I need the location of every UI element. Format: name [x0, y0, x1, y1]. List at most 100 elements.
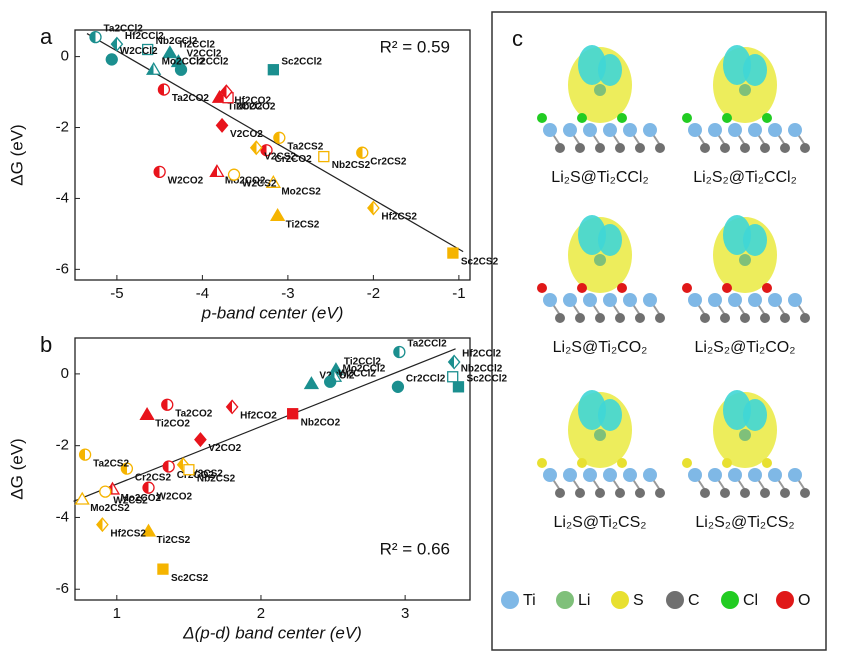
atom	[688, 468, 702, 482]
point-label: V2CO2	[230, 129, 263, 140]
atom	[688, 293, 702, 307]
atom	[740, 143, 750, 153]
point	[161, 398, 174, 411]
point-label: Sc2CS2	[171, 573, 209, 584]
atom	[594, 429, 606, 441]
point	[146, 61, 162, 75]
atom	[720, 143, 730, 153]
y-axis-title: ΔG (eV)	[7, 124, 26, 185]
atom	[577, 113, 587, 123]
y-tick-label: -2	[56, 437, 69, 454]
point-label: Ta2CS2	[287, 141, 323, 152]
point	[391, 380, 405, 393]
point-label: W2CO2	[168, 175, 204, 186]
point	[162, 45, 178, 59]
point-label: Ta2CO2	[175, 408, 212, 419]
y-tick-label: -4	[56, 508, 69, 525]
point-label: Nb2CO2	[236, 101, 276, 112]
atom	[595, 313, 605, 323]
legend-swatch	[776, 591, 794, 609]
caption: Li₂S₂@Ti₂CS₂	[695, 514, 794, 531]
atom	[583, 293, 597, 307]
point-label: Hf2CS2	[381, 212, 417, 223]
annotation: R² = 0.66	[380, 539, 450, 558]
legend-label: Cl	[743, 592, 758, 609]
x-axis-title: Δ(p-d) band center (eV)	[182, 623, 362, 642]
x-tick-label: 1	[113, 605, 121, 622]
point	[265, 175, 281, 188]
atom	[595, 488, 605, 498]
point-label: Ta2CCl2	[407, 339, 447, 350]
legend-label: Ti	[523, 592, 536, 609]
point-label: Cr2CCl2	[189, 56, 229, 67]
x-tick-label: 3	[401, 605, 409, 622]
legend-swatch	[721, 591, 739, 609]
x-tick-label: -5	[110, 285, 123, 302]
point	[74, 491, 90, 505]
atom	[575, 313, 585, 323]
atom	[635, 488, 645, 498]
point	[367, 200, 380, 216]
atom	[780, 488, 790, 498]
point	[227, 168, 241, 181]
point	[273, 131, 286, 144]
atom	[739, 254, 751, 266]
atom	[768, 123, 782, 137]
atom	[739, 429, 751, 441]
point-label: Ta2CS2	[93, 458, 129, 469]
atom	[655, 143, 665, 153]
atom	[762, 283, 772, 293]
point	[303, 376, 320, 390]
point-label: Cr2CO2	[177, 470, 215, 481]
atom	[643, 468, 657, 482]
x-tick-label: 2	[257, 605, 265, 622]
y-tick-label: -6	[56, 580, 69, 597]
point-label: Hf2CCl2	[462, 349, 501, 360]
caption: Li₂S@Ti₂CO₂	[553, 339, 648, 356]
atom	[768, 468, 782, 482]
point-label: V2CCl2	[186, 49, 221, 60]
atom	[623, 293, 637, 307]
point-label: Ti2CCl2	[344, 357, 381, 368]
atom	[800, 488, 810, 498]
panel-label: b	[40, 332, 52, 357]
isosurface	[743, 399, 767, 431]
atom	[615, 143, 625, 153]
point-label: Cr2CCl2	[406, 373, 446, 384]
point	[157, 563, 169, 575]
atom	[577, 283, 587, 293]
point-label: W2CS2	[242, 178, 277, 189]
caption: Li₂S@Ti₂CS₂	[554, 514, 647, 531]
point-label: Hf2CO2	[240, 411, 277, 422]
legend-label: O	[798, 592, 810, 609]
panel-label: c	[512, 26, 523, 51]
point-label: Ti2CO2	[227, 101, 262, 112]
atom	[700, 143, 710, 153]
atom	[748, 123, 762, 137]
atom	[537, 283, 547, 293]
x-axis-title: p-band center (eV)	[201, 303, 344, 322]
atom	[788, 293, 802, 307]
atom	[708, 123, 722, 137]
atom	[577, 458, 587, 468]
atom	[617, 113, 627, 123]
legend-label: S	[633, 592, 644, 609]
point-label: Nb2CCl2	[461, 363, 503, 374]
atom	[635, 143, 645, 153]
atom	[543, 293, 557, 307]
point	[96, 517, 109, 533]
point-label: Mo2CS2	[90, 503, 130, 514]
atom	[583, 123, 597, 137]
x-tick-label: -4	[196, 285, 209, 302]
atom	[603, 123, 617, 137]
legend-swatch	[501, 591, 519, 609]
atom	[643, 123, 657, 137]
y-tick-label: -4	[56, 189, 69, 206]
point-label: Sc2CCl2	[466, 373, 507, 384]
plot-frame	[74, 337, 471, 601]
point	[219, 84, 233, 100]
atom	[728, 293, 742, 307]
point	[260, 144, 273, 157]
point-label: Nb2CS2	[332, 160, 371, 171]
